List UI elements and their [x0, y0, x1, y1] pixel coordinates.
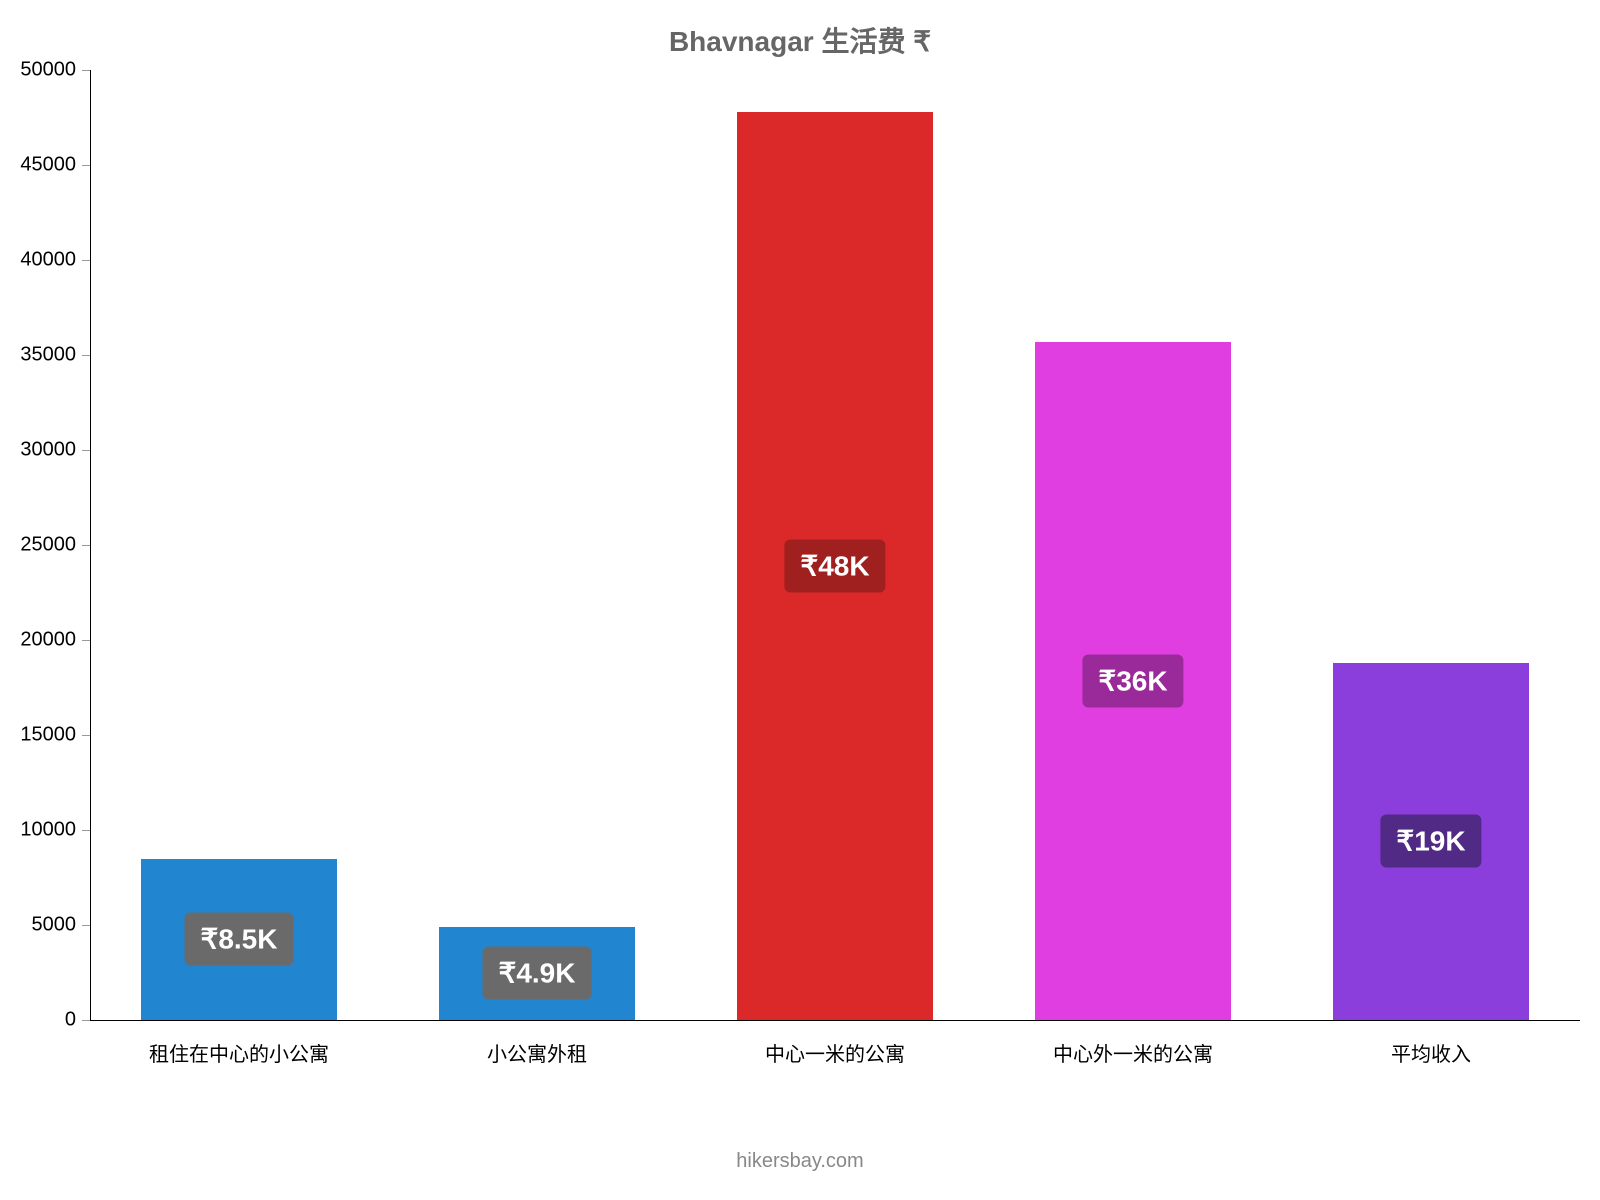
y-tick-label: 40000 — [0, 249, 76, 272]
y-tick-mark — [82, 450, 90, 451]
footer-credit: hikersbay.com — [0, 1150, 1600, 1173]
y-tick-mark — [82, 545, 90, 546]
x-tick-label: 小公寓外租 — [487, 1038, 587, 1067]
y-tick-label: 25000 — [0, 534, 76, 557]
plot-area: 0500010000150002000025000300003500040000… — [90, 70, 1580, 1020]
y-tick-label: 45000 — [0, 154, 76, 177]
y-tick-mark — [82, 640, 90, 641]
y-tick-mark — [82, 735, 90, 736]
y-tick-mark — [82, 70, 90, 71]
y-tick-label: 5000 — [0, 914, 76, 937]
x-tick-label: 中心外一米的公寓 — [1053, 1038, 1213, 1067]
value-badge: ₹48K — [784, 539, 885, 592]
y-tick-mark — [82, 260, 90, 261]
y-tick-mark — [82, 355, 90, 356]
y-tick-label: 15000 — [0, 724, 76, 747]
value-badge: ₹19K — [1380, 815, 1481, 868]
chart-container: Bhavnagar 生活费 ₹ 050001000015000200002500… — [0, 0, 1600, 1200]
y-tick-label: 50000 — [0, 59, 76, 82]
y-tick-label: 0 — [0, 1009, 76, 1032]
x-axis-line — [90, 1020, 1580, 1021]
y-tick-mark — [82, 830, 90, 831]
y-tick-mark — [82, 925, 90, 926]
chart-title: Bhavnagar 生活费 ₹ — [0, 20, 1600, 60]
value-badge: ₹36K — [1082, 654, 1183, 707]
y-tick-mark — [82, 165, 90, 166]
x-tick-label: 租住在中心的小公寓 — [149, 1038, 329, 1067]
y-tick-mark — [82, 1020, 90, 1021]
y-tick-label: 30000 — [0, 439, 76, 462]
x-tick-label: 平均收入 — [1391, 1038, 1471, 1067]
value-badge: ₹4.9K — [483, 947, 592, 1000]
x-tick-label: 中心一米的公寓 — [765, 1038, 905, 1067]
value-badge: ₹8.5K — [185, 913, 294, 966]
y-tick-label: 35000 — [0, 344, 76, 367]
y-tick-label: 10000 — [0, 819, 76, 842]
y-tick-label: 20000 — [0, 629, 76, 652]
y-axis-line — [90, 70, 91, 1020]
